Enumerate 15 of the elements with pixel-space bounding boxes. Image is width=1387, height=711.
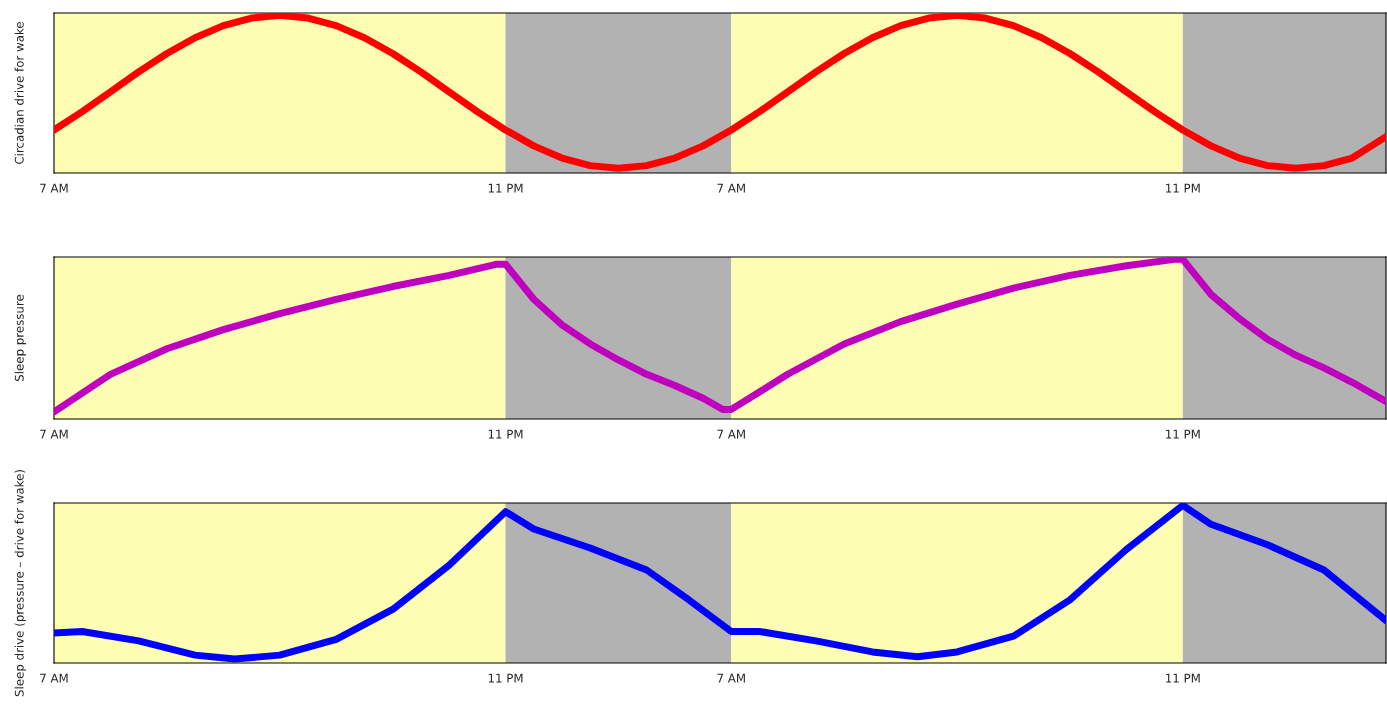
x-tick-label: 11 PM [488,183,523,193]
x-tick-label: 11 PM [1166,429,1200,439]
y-axis-title: Sleep pressure [14,294,26,381]
y-axis-title: Circadian drive for wake [14,22,24,164]
x-tick-label: 11 PM [1166,673,1200,683]
x-tick-label: 7 AM [40,429,68,439]
y-axis-title: Sleep drive (pressure – drive for wake) [14,470,26,697]
x-tick-label: 7 AM [40,673,68,683]
x-tick-label: 7 AM [717,183,745,193]
x-tick-label: 11 PM [488,429,523,439]
x-tick-label: 7 AM [717,673,745,683]
x-tick-label: 7 AM [717,429,745,439]
x-tick-label: 11 PM [1166,183,1200,193]
x-tick-label: 11 PM [488,673,523,683]
x-tick-label: 7 AM [40,183,68,193]
